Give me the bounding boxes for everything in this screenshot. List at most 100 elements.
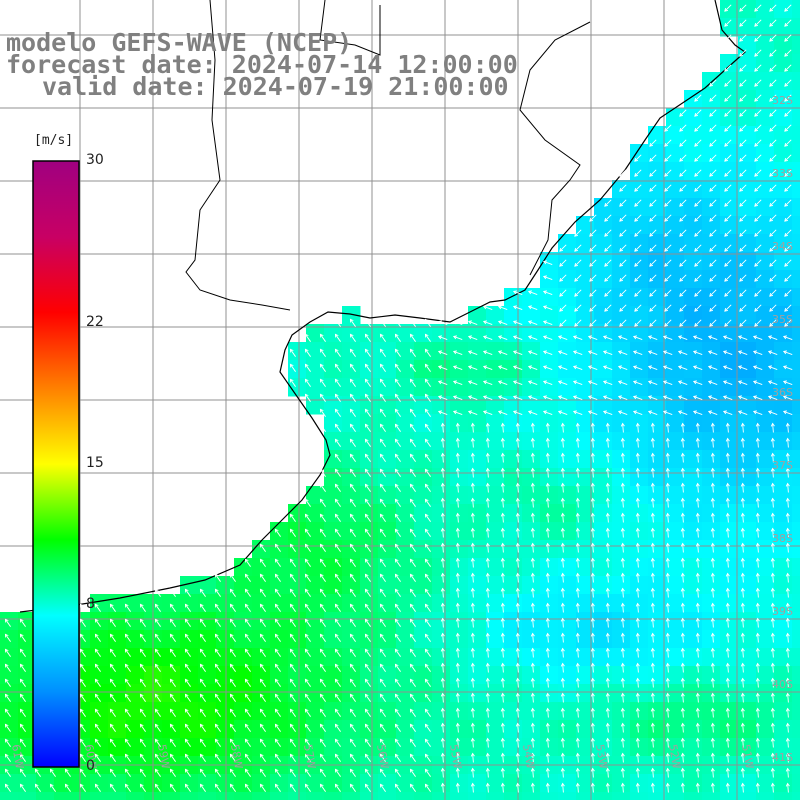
wind-speed-cell — [360, 792, 379, 804]
wind-arrow — [679, 109, 687, 117]
wind-speed-cell — [486, 342, 505, 361]
wind-arrow — [664, 304, 672, 312]
border-path — [519, 21, 591, 276]
wind-speed-cell — [612, 234, 631, 253]
wind-arrow — [784, 4, 792, 12]
coastline — [19, 0, 746, 613]
wind-speed-cell — [378, 774, 397, 793]
wind-speed-cell — [756, 18, 775, 37]
wind-arrow — [424, 318, 431, 327]
wind-speed-cell — [576, 738, 595, 757]
wind-speed-cell — [504, 504, 523, 523]
wind-speed-cell — [774, 792, 793, 804]
wind-arrow — [769, 4, 777, 12]
wind-arrow — [379, 333, 386, 342]
wind-speed-cell — [648, 522, 667, 541]
wind-arrow — [724, 214, 732, 222]
wind-speed-cell — [576, 486, 595, 505]
wind-arrow — [334, 378, 341, 387]
wind-arrow — [709, 319, 717, 327]
wind-speed-cell — [720, 288, 739, 307]
wind-arrow — [649, 139, 657, 147]
wind-speed-cell — [774, 54, 793, 73]
wind-speed-cell — [108, 720, 127, 739]
wind-speed-cell — [756, 144, 775, 163]
wind-speed-cell — [306, 396, 325, 415]
wind-speed-cell — [396, 324, 415, 343]
wind-arrow — [752, 350, 763, 355]
wind-arrow — [409, 348, 416, 357]
wind-arrow — [649, 169, 657, 177]
wind-arrow — [512, 395, 523, 400]
wind-arrow — [542, 290, 553, 295]
wind-speed-cell — [702, 630, 721, 649]
wind-speed-cell — [0, 738, 19, 757]
wind-arrow — [557, 335, 568, 340]
wind-arrow — [692, 395, 703, 400]
wind-speed-cell — [612, 360, 631, 379]
wind-speed-cell — [792, 324, 800, 343]
wind-arrow — [289, 378, 296, 387]
wind-arrow — [334, 408, 341, 417]
wind-arrow — [497, 350, 508, 355]
wind-speed-cell — [324, 648, 343, 667]
wind-speed-cell — [540, 288, 559, 307]
wind-speed-cell — [720, 198, 739, 217]
wind-speed-cell — [252, 720, 271, 739]
wind-arrow — [769, 139, 777, 147]
latitude-label: 41S — [772, 751, 793, 764]
wind-speed-cell — [324, 540, 343, 559]
wind-speed-cell — [630, 288, 649, 307]
wind-speed-cell — [432, 720, 451, 739]
wind-speed-cell — [126, 792, 145, 804]
wind-arrow — [512, 365, 523, 370]
wind-speed-cell — [756, 270, 775, 289]
wind-arrow — [739, 319, 747, 327]
wind-speed-cell — [216, 630, 235, 649]
wind-speed-cell — [576, 720, 595, 739]
wind-speed-cell — [450, 504, 469, 523]
wind-speed-cell — [288, 774, 307, 793]
wind-speed-cell — [684, 720, 703, 739]
latitude-label: 32S — [772, 94, 793, 107]
wind-arrow — [572, 380, 583, 385]
wind-speed-cell — [630, 540, 649, 559]
wind-speed-cell — [450, 648, 469, 667]
wind-speed-cell — [432, 378, 451, 397]
wind-speed-cell — [720, 648, 739, 667]
wind-speed-cell — [756, 504, 775, 523]
wind-speed-cell — [594, 702, 613, 721]
wind-speed-cell — [702, 450, 721, 469]
wind-speed-cell — [576, 450, 595, 469]
wind-speed-cell — [522, 288, 541, 307]
wind-speed-cell — [630, 486, 649, 505]
wind-arrow — [512, 290, 523, 295]
wind-speed-cell — [324, 342, 343, 361]
wind-speed-cell — [558, 414, 577, 433]
border-path — [319, 0, 381, 56]
wind-speed-cell — [342, 630, 361, 649]
wind-arrow — [707, 335, 718, 340]
wind-speed-cell — [576, 414, 595, 433]
wind-arrow — [619, 169, 627, 177]
wind-arrow — [769, 304, 777, 312]
wind-arrow — [559, 304, 567, 312]
wind-speed-cell — [738, 162, 757, 181]
wind-speed-cell — [774, 270, 793, 289]
wind-speed-cell — [54, 792, 73, 804]
wind-speed-cell — [396, 360, 415, 379]
wind-arrow — [677, 365, 688, 370]
wind-speed-cell — [774, 180, 793, 199]
wind-arrow — [664, 274, 672, 282]
wind-speed-cell — [540, 360, 559, 379]
wind-arrow — [559, 289, 567, 297]
wind-speed-cell — [306, 540, 325, 559]
wind-speed-cell — [432, 414, 451, 433]
wind-arrow — [634, 154, 642, 162]
wind-arrow — [394, 393, 401, 402]
wind-speed-cell — [306, 738, 325, 757]
wind-speed-cell — [468, 486, 487, 505]
wind-speed-cell — [630, 180, 649, 199]
wind-speed-cell — [738, 414, 757, 433]
